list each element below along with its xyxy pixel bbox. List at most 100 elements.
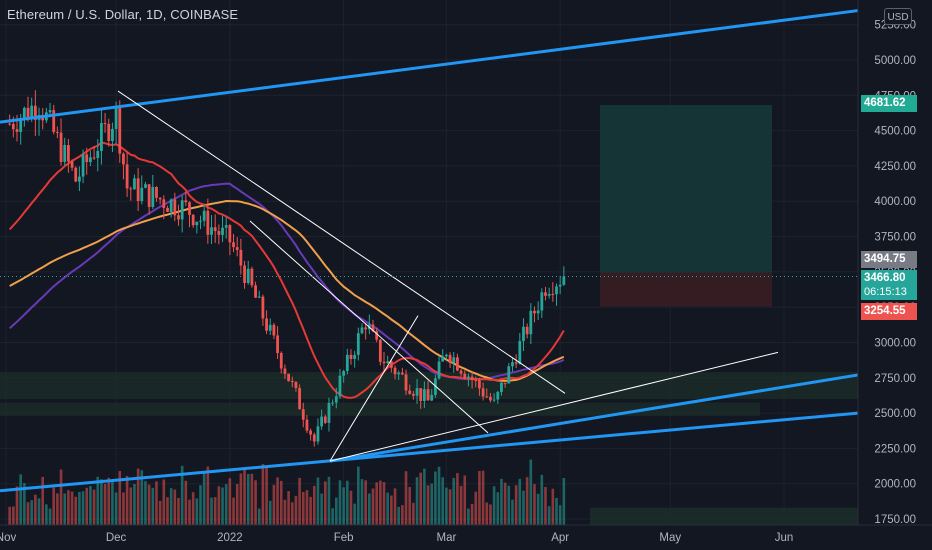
candle-body	[96, 150, 100, 158]
volume-bar	[558, 505, 562, 525]
candle-body	[500, 382, 503, 392]
x-tick-label: Dec	[106, 532, 127, 544]
ma-long-line	[9, 182, 565, 381]
candle-body	[382, 361, 386, 364]
candle-body	[26, 107, 30, 120]
candle-body	[8, 123, 12, 125]
candle-body	[89, 157, 92, 163]
volume-bar	[140, 470, 144, 525]
candle-body	[408, 390, 412, 394]
candle-body	[195, 221, 199, 226]
volume-bar	[305, 490, 309, 525]
volume-bar	[536, 493, 540, 525]
candle-body	[78, 176, 81, 182]
volume-bar	[434, 471, 437, 525]
candle-body	[261, 296, 265, 319]
x-tick-label: Apr	[551, 532, 569, 544]
volume-bar	[393, 488, 397, 525]
volume-bar	[144, 481, 147, 525]
candle-body	[320, 416, 324, 427]
candle-body	[518, 341, 522, 364]
volume-bar	[357, 466, 360, 525]
candle-body	[445, 354, 448, 357]
volume-bar	[503, 482, 507, 525]
candle-body	[118, 105, 122, 154]
volume-bar	[261, 464, 265, 525]
volume-bar	[85, 487, 89, 525]
moving-averages	[8, 141, 565, 399]
candle-body	[338, 375, 342, 397]
candle-body	[452, 357, 456, 363]
volume-bars	[8, 459, 566, 525]
candle-body	[213, 227, 217, 232]
candle-body	[158, 197, 162, 200]
volume-bar	[111, 480, 114, 525]
volume-bar	[34, 494, 37, 525]
candle-body	[389, 361, 393, 368]
candle-body	[555, 286, 558, 295]
candle-body	[467, 376, 470, 379]
volume-bar	[401, 505, 404, 525]
candle-body	[81, 154, 85, 177]
candle-body	[287, 373, 290, 382]
volume-bar	[45, 504, 48, 525]
volume-bar	[103, 483, 107, 525]
ma-level-tag: 3494.75	[861, 251, 917, 268]
volume-bar	[254, 480, 257, 525]
volume-bar	[346, 480, 349, 525]
volume-bar	[290, 502, 294, 525]
volume-bar	[283, 499, 287, 525]
volume-bar	[456, 473, 459, 525]
loss-zone	[600, 272, 772, 307]
volume-bar	[213, 497, 217, 525]
candle-body	[268, 324, 272, 331]
volume-bar	[320, 493, 323, 525]
volume-bar	[243, 468, 246, 525]
volume-bar	[180, 465, 184, 525]
volume-bar	[188, 499, 191, 525]
candle-body	[459, 370, 463, 374]
volume-bar	[544, 487, 547, 525]
volume-bar	[338, 480, 342, 525]
volume-bar	[441, 477, 445, 525]
currency-badge[interactable]: USD	[884, 8, 912, 25]
volume-bar	[177, 497, 180, 525]
candle-body	[254, 285, 257, 298]
volume-bar	[371, 488, 375, 525]
candle-body	[59, 132, 63, 162]
candle-body	[404, 374, 408, 391]
candle-body	[415, 388, 419, 396]
candle-body	[312, 434, 316, 442]
volume-bar	[423, 468, 426, 525]
volume-bar	[59, 469, 63, 525]
volume-bar	[96, 476, 100, 525]
candle-body	[85, 154, 89, 163]
volume-bar	[562, 477, 566, 525]
volume-bar	[74, 496, 78, 525]
volume-bar	[437, 466, 441, 525]
volume-bar	[430, 483, 434, 525]
candle-body	[184, 200, 188, 203]
candle-body	[540, 292, 544, 311]
candle-body	[15, 129, 19, 132]
volume-bar	[30, 500, 33, 525]
volume-bar	[221, 487, 224, 525]
candle-body	[147, 184, 151, 207]
volume-bar	[500, 478, 503, 525]
candle-body	[470, 376, 474, 380]
candle-body	[422, 389, 426, 402]
y-tick-label: 4250.00	[874, 161, 916, 173]
candle-body	[199, 220, 202, 222]
volume-bar	[518, 478, 522, 525]
candle-body	[265, 318, 268, 331]
volume-bar	[107, 477, 111, 525]
candle-body	[48, 110, 52, 113]
candle-body	[11, 123, 15, 130]
candle-body	[188, 202, 191, 215]
candle-body	[276, 335, 279, 354]
candle-body	[551, 293, 555, 295]
volume-bar	[114, 492, 118, 525]
candle-body	[496, 391, 500, 400]
